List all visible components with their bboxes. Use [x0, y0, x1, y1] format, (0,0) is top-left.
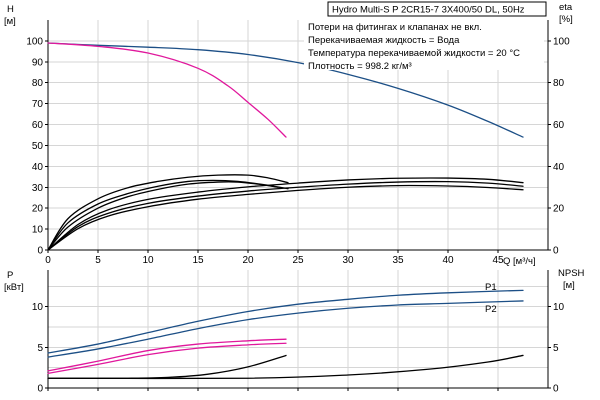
series-label-p1: P1 — [485, 282, 497, 293]
top-left-axis-unit: [м] — [4, 16, 16, 27]
x-tick-label: 10 — [142, 255, 154, 266]
top-right-tick-label: 20 — [553, 204, 565, 215]
top-curve-black-7 — [47, 184, 524, 251]
x-tick-label: 30 — [342, 255, 354, 266]
curves — [47, 42, 524, 380]
x-tick-label: 5 — [95, 255, 101, 266]
title-box — [327, 1, 547, 17]
note-density: Плотность = 998.2 кг/м³ — [308, 61, 412, 72]
top-left-tick-label: 60 — [32, 120, 44, 131]
bottom-right-axis-unit: [м] — [563, 280, 575, 291]
bottom-left-tick-label: 0 — [37, 384, 43, 395]
x-tick-label: 15 — [192, 255, 204, 266]
top-curve-black-5 — [47, 180, 524, 251]
bottom-right-tick-label: 0 — [553, 384, 559, 395]
chart-title: Hydro Multi-S P 2CR15-7 3X400/50 DL, 50H… — [332, 5, 525, 16]
top-curve-black-6 — [47, 177, 524, 251]
x-tick-label: 35 — [392, 255, 404, 266]
bottom-curve-p1 — [47, 289, 524, 354]
top-left-tick-label: 10 — [32, 225, 44, 236]
top-curve-magenta-1 — [47, 42, 287, 138]
top-left-tick-label: 30 — [32, 183, 44, 194]
x-tick-label: 40 — [442, 255, 454, 266]
bottom-left-tick-label: 5 — [37, 343, 43, 354]
top-curve-black-3 — [47, 179, 289, 251]
bottom-left-axis-unit: [кВт] — [4, 282, 24, 293]
top-curve-blue-0 — [47, 42, 524, 138]
x-axis-label: Q [м³/ч] — [503, 256, 536, 267]
bottom-curve-black-5 — [47, 354, 524, 380]
top-right-tick-label: 60 — [553, 120, 565, 131]
top-right-axis-label: eta — [559, 2, 573, 13]
top-left-tick-label: 0 — [37, 246, 43, 257]
top-left-axis-label: H — [7, 4, 14, 15]
bottom-plot-grid — [47, 270, 549, 389]
series-label-p2: P2 — [485, 304, 497, 315]
bottom-right-tick-label: 5 — [553, 343, 559, 354]
bottom-curve-magenta-2 — [47, 338, 287, 372]
x-tick-label: 25 — [292, 255, 304, 266]
top-left-tick-label: 80 — [32, 78, 44, 89]
top-left-tick-label: 100 — [26, 36, 43, 47]
bottom-curve-p2 — [47, 300, 524, 358]
note-liquid: Перекачиваемая жидкость = Вода — [308, 35, 460, 46]
bottom-left-tick-label: 10 — [32, 302, 44, 313]
x-tick-label: 45 — [492, 255, 504, 266]
top-left-tick-label: 40 — [32, 162, 44, 173]
top-right-axis-unit: [%] — [559, 14, 573, 25]
note-temperature: Температура перекачиваемой жидкости = 20… — [308, 48, 520, 59]
notes-background — [304, 18, 544, 70]
top-left-tick-label: 90 — [32, 57, 44, 68]
axes — [45, 20, 551, 391]
bottom-curve-magenta-3 — [47, 342, 287, 374]
top-curve-black-4 — [47, 174, 289, 251]
top-right-tick-label: 80 — [553, 78, 565, 89]
bottom-right-axis-label: NPSH — [558, 268, 585, 279]
x-tick-label: 0 — [45, 255, 51, 266]
top-right-tick-label: 40 — [553, 162, 565, 173]
bottom-right-tick-label: 10 — [553, 302, 565, 313]
top-left-tick-label: 20 — [32, 204, 44, 215]
bottom-left-axis-label: P — [7, 270, 13, 281]
note-fittings: Потери на фитингах и клапанах не вкл. — [308, 22, 482, 33]
top-left-tick-label: 70 — [32, 99, 44, 110]
top-right-tick-label: 100 — [553, 36, 570, 47]
x-tick-label: 20 — [242, 255, 254, 266]
top-right-tick-label: 0 — [553, 246, 559, 257]
top-left-tick-label: 50 — [32, 141, 44, 152]
